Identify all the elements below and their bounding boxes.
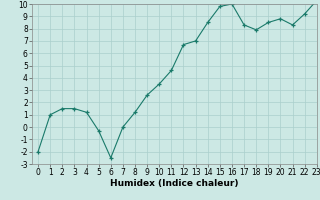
X-axis label: Humidex (Indice chaleur): Humidex (Indice chaleur) [110,179,239,188]
